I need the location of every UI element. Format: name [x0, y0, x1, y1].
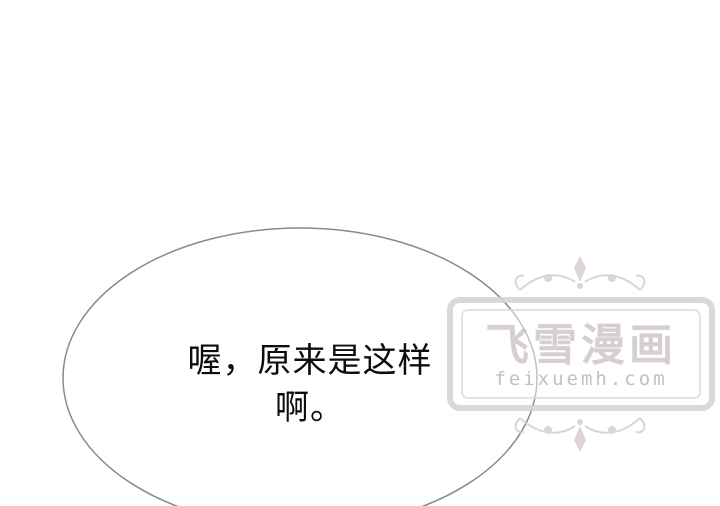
watermark-bottom-fleur — [574, 426, 586, 452]
watermark-bottom-ornament — [514, 417, 646, 434]
speech-bubble-outline — [62, 227, 538, 506]
speech-line-1: 喔，原来是这样 — [187, 341, 433, 381]
speech-bubble-text: 喔，原来是这样 啊。 — [130, 338, 490, 432]
speech-line-2: 啊。 — [275, 388, 345, 428]
watermark-url: feixuemh.com — [494, 368, 667, 390]
watermark-title: 飞雪漫画 — [485, 320, 677, 371]
watermark-logo: 飞雪漫画 feixuemh.com — [447, 256, 715, 452]
watermark-top-fleur — [574, 256, 586, 282]
watermark-top-ornament — [514, 274, 646, 291]
